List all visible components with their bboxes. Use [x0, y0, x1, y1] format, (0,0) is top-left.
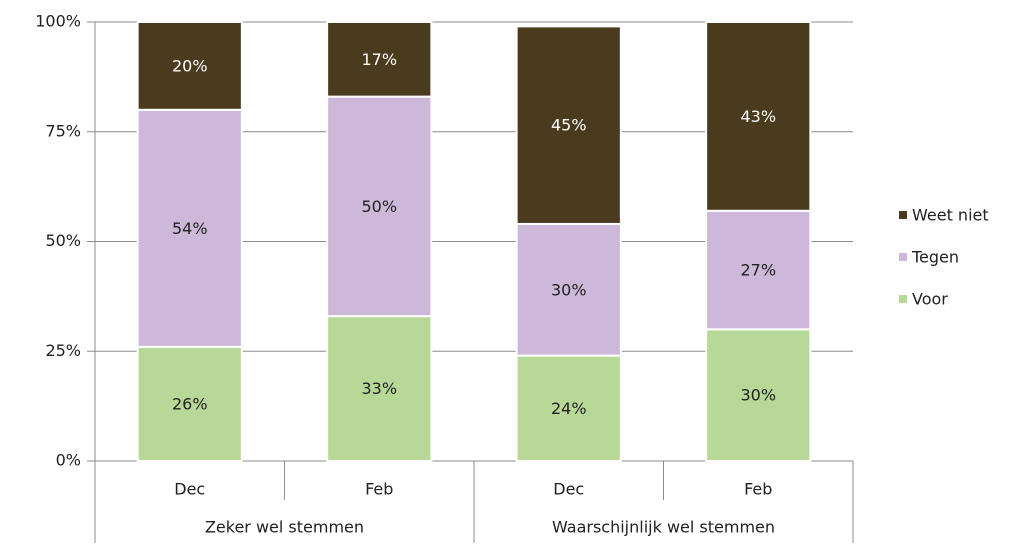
data-label: 30% — [740, 386, 776, 405]
data-label: 17% — [361, 50, 397, 69]
data-label: 30% — [551, 280, 587, 299]
bar-segment — [136, 345, 243, 462]
y-tick-label: 50% — [45, 231, 81, 250]
group-label: Zeker wel stemmen — [205, 518, 364, 537]
bar-segment — [326, 21, 433, 98]
x-tick-label: Dec — [553, 480, 584, 499]
y-tick-label: 0% — [56, 451, 81, 470]
bar-segment — [705, 21, 812, 212]
y-tick-label: 75% — [45, 121, 81, 140]
data-label: 43% — [740, 107, 776, 126]
bar-segment — [515, 25, 622, 225]
legend-swatch — [899, 253, 907, 261]
data-label: 20% — [172, 56, 208, 75]
data-label: 45% — [551, 116, 587, 135]
x-tick-label: Feb — [744, 480, 772, 499]
data-label: 24% — [551, 399, 587, 418]
bar-segment — [326, 315, 433, 462]
x-tick-label: Dec — [174, 480, 205, 499]
bar-segment — [705, 209, 812, 331]
x-tick-label: Feb — [365, 480, 393, 499]
bar-segment — [705, 328, 812, 462]
y-tick-label: 25% — [45, 341, 81, 360]
legend-swatch — [899, 211, 907, 219]
data-label: 50% — [361, 197, 397, 216]
y-tick-label: 100% — [35, 12, 81, 31]
data-label: 27% — [740, 261, 776, 280]
legend-label: Voor — [912, 290, 948, 309]
data-label: 33% — [361, 379, 397, 398]
bar-segment — [136, 108, 243, 348]
bar-segment — [326, 95, 433, 318]
legend-label: Weet niet — [912, 206, 989, 225]
legend-swatch — [899, 295, 907, 303]
bar-segment — [136, 21, 243, 111]
data-label: 26% — [172, 394, 208, 413]
data-label: 54% — [172, 219, 208, 238]
legend-label: Tegen — [911, 248, 959, 267]
group-label: Waarschijnlijk wel stemmen — [552, 518, 775, 537]
